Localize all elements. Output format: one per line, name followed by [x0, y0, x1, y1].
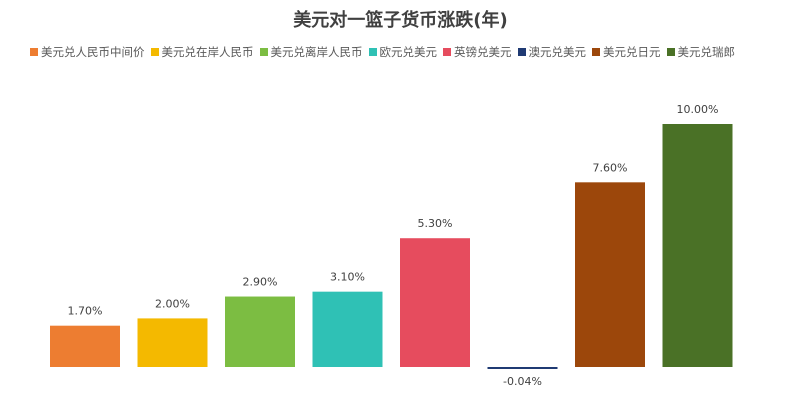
legend-item: 美元兑瑞郎: [666, 44, 736, 60]
bar: [137, 318, 208, 367]
bar: [487, 367, 558, 369]
bar-value-label: 7.60%: [593, 161, 628, 174]
legend-swatch: [259, 48, 268, 56]
legend-item: 欧元兑美元: [368, 44, 438, 60]
legend-swatch: [592, 48, 600, 56]
legend-item: 美元兑在岸人民币: [150, 44, 254, 60]
legend-item: 美元兑人民币中间价: [30, 44, 145, 60]
bar: [312, 291, 383, 367]
bar: [575, 182, 645, 367]
legend-label: 美元兑瑞郎: [677, 45, 736, 59]
bar-value-label: 2.00%: [155, 297, 190, 310]
bar-value-label: 5.30%: [418, 217, 453, 230]
bar-value-label: -0.04%: [503, 375, 542, 388]
legend-item: 美元兑离岸人民币: [259, 44, 363, 60]
legend-swatch: [443, 48, 451, 56]
legend-item: 澳元兑美元: [517, 44, 587, 60]
legend-item: 美元兑日元: [592, 44, 661, 60]
legend-label: 美元兑离岸人民币: [270, 45, 363, 59]
legend-swatch: [150, 48, 159, 56]
legend-label: 美元兑人民币中间价: [41, 45, 145, 59]
legend-label: 美元兑日元: [603, 45, 661, 59]
legend-swatch: [517, 48, 526, 56]
bar: [662, 124, 733, 367]
legend-swatch: [666, 48, 675, 56]
legend-label: 英镑兑美元: [454, 45, 512, 59]
bar-value-label: 1.70%: [68, 305, 103, 318]
legend-swatch: [368, 48, 377, 56]
chart-title: 美元对一篮子货币涨跌(年): [293, 10, 508, 31]
legend-swatch: [30, 48, 38, 56]
legend-label: 欧元兑美元: [379, 45, 438, 59]
bar-value-label: 3.10%: [330, 271, 365, 284]
legend-label: 澳元兑美元: [528, 45, 587, 59]
bar-value-label: 2.90%: [243, 276, 278, 289]
legend-item: 英镑兑美元: [443, 44, 512, 60]
bar: [225, 296, 295, 367]
bar-value-label: 10.00%: [677, 103, 719, 116]
bar: [400, 238, 470, 367]
bar: [50, 325, 120, 367]
legend-label: 美元兑在岸人民币: [161, 45, 254, 59]
legend: 美元兑人民币中间价 美元兑在岸人民币 美元兑离岸人民币 欧元兑美元 英镑兑美元 澳元兑美元…: [30, 44, 790, 60]
